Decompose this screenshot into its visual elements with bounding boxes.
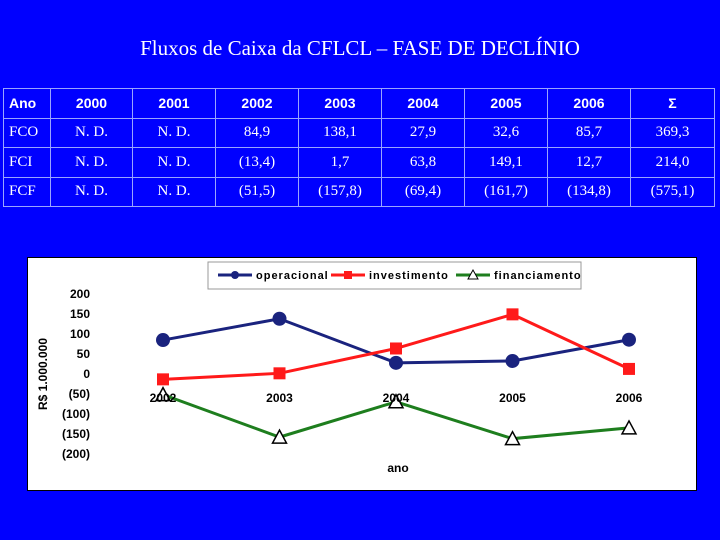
row-label: FCI xyxy=(3,147,51,178)
y-tick-label: 50 xyxy=(77,347,91,361)
table-cell: 12,7 xyxy=(547,147,631,178)
data-point-investimento xyxy=(623,362,635,375)
y-tick-label: 100 xyxy=(70,327,90,341)
y-tick-label: (200) xyxy=(62,447,90,461)
table-cell: N. D. xyxy=(132,147,216,178)
table-row: FCF N. D. N. D. (51,5) (157,8) (69,4) (1… xyxy=(3,176,715,207)
y-tick-label: 200 xyxy=(70,287,90,301)
data-point-investimento xyxy=(157,373,169,386)
data-point-investimento xyxy=(506,308,519,321)
table-cell: 369,3 xyxy=(630,117,715,148)
y-tick-label: (100) xyxy=(62,407,90,421)
table-cell: (575,1) xyxy=(630,176,715,207)
x-tick-label: 2003 xyxy=(266,391,293,405)
cash-flow-table: Ano 2000 2001 2002 2003 2004 2005 2006 Σ… xyxy=(3,88,715,207)
data-point-operacional xyxy=(622,332,636,347)
page-title: Fluxos de Caixa da CFLCL – FASE DE DECLÍ… xyxy=(140,36,580,60)
x-axis-label: ano xyxy=(387,461,408,475)
header-cell: 2005 xyxy=(464,88,548,119)
table-cell: 85,7 xyxy=(547,117,631,148)
table-cell: 214,0 xyxy=(630,147,715,178)
row-label: FCO xyxy=(3,117,51,148)
header-cell: 2004 xyxy=(381,88,465,119)
legend-marker-financiamento xyxy=(467,268,479,280)
table-cell: (157,8) xyxy=(298,176,382,207)
data-point-financiamento xyxy=(504,430,521,446)
table-cell: 27,9 xyxy=(381,117,465,148)
legend-label-operacional: operacional xyxy=(256,270,329,282)
table-cell: N. D. xyxy=(50,117,133,148)
header-cell: 2006 xyxy=(547,88,631,119)
header-cell: 2001 xyxy=(132,88,216,119)
data-point-operacional xyxy=(505,353,520,368)
y-axis-label: R$ 1.000.000 xyxy=(36,338,50,410)
table-row: FCO N. D. N. D. 84,9 138,1 27,9 32,6 85,… xyxy=(3,117,715,148)
line-chart: 200 150 100 50 0 (50) (100) (150) (200) R$ 1.000.… xyxy=(36,261,643,475)
data-point-investimento xyxy=(273,367,286,380)
table-cell: 149,1 xyxy=(464,147,548,178)
y-tick-label: (150) xyxy=(62,427,90,441)
table-cell: 138,1 xyxy=(298,117,382,148)
header-cell: Ano xyxy=(3,88,51,119)
legend-label-financiamento: financiamento xyxy=(494,270,582,282)
header-cell: 2000 xyxy=(50,88,133,119)
x-tick-label: 2005 xyxy=(499,391,526,405)
x-tick-label: 2002 xyxy=(150,391,177,405)
x-tick-label: 2006 xyxy=(616,391,643,405)
table-row: FCI N. D. N. D. (13,4) 1,7 63,8 149,1 12… xyxy=(3,147,715,178)
table-cell: N. D. xyxy=(50,147,133,178)
y-tick-label: 150 xyxy=(70,307,90,321)
data-point-financiamento xyxy=(387,393,405,409)
data-point-financiamento xyxy=(154,386,172,402)
y-tick-label: (50) xyxy=(69,387,90,401)
header-cell: 2003 xyxy=(298,88,382,119)
chart-panel: 200 150 100 50 0 (50) (100) (150) (200) R$ 1.000.… xyxy=(27,257,697,491)
data-point-operacional xyxy=(156,333,170,348)
table-cell: 63,8 xyxy=(381,147,465,178)
header-cell: 2002 xyxy=(215,88,299,119)
table-cell: N. D. xyxy=(132,117,216,148)
legend-label-investimento: investimento xyxy=(369,270,449,282)
data-point-operacional xyxy=(272,311,287,326)
table-cell: (161,7) xyxy=(464,176,548,207)
x-tick-label: 2004 xyxy=(383,391,410,405)
table-cell: N. D. xyxy=(132,176,216,207)
legend-marker-operacional xyxy=(231,271,239,279)
data-point-financiamento xyxy=(271,428,288,444)
table-cell: (134,8) xyxy=(547,176,631,207)
y-tick-label: 0 xyxy=(83,367,90,381)
table-cell: (51,5) xyxy=(215,176,299,207)
table-cell: (13,4) xyxy=(215,147,299,178)
table-cell: 84,9 xyxy=(215,117,299,148)
table-cell: N. D. xyxy=(50,176,133,207)
data-point-financiamento xyxy=(620,419,638,435)
row-label: FCF xyxy=(3,176,51,207)
table-header-row: Ano 2000 2001 2002 2003 2004 2005 2006 Σ xyxy=(3,88,715,119)
table-cell: 32,6 xyxy=(464,117,548,148)
legend-marker-investimento xyxy=(344,271,352,279)
legend-box xyxy=(207,261,582,290)
data-point-investimento xyxy=(390,342,402,355)
table-cell: (69,4) xyxy=(381,176,465,207)
table-cell: 1,7 xyxy=(298,147,382,178)
header-cell-sum: Σ xyxy=(630,88,715,119)
data-point-operacional xyxy=(389,355,403,370)
